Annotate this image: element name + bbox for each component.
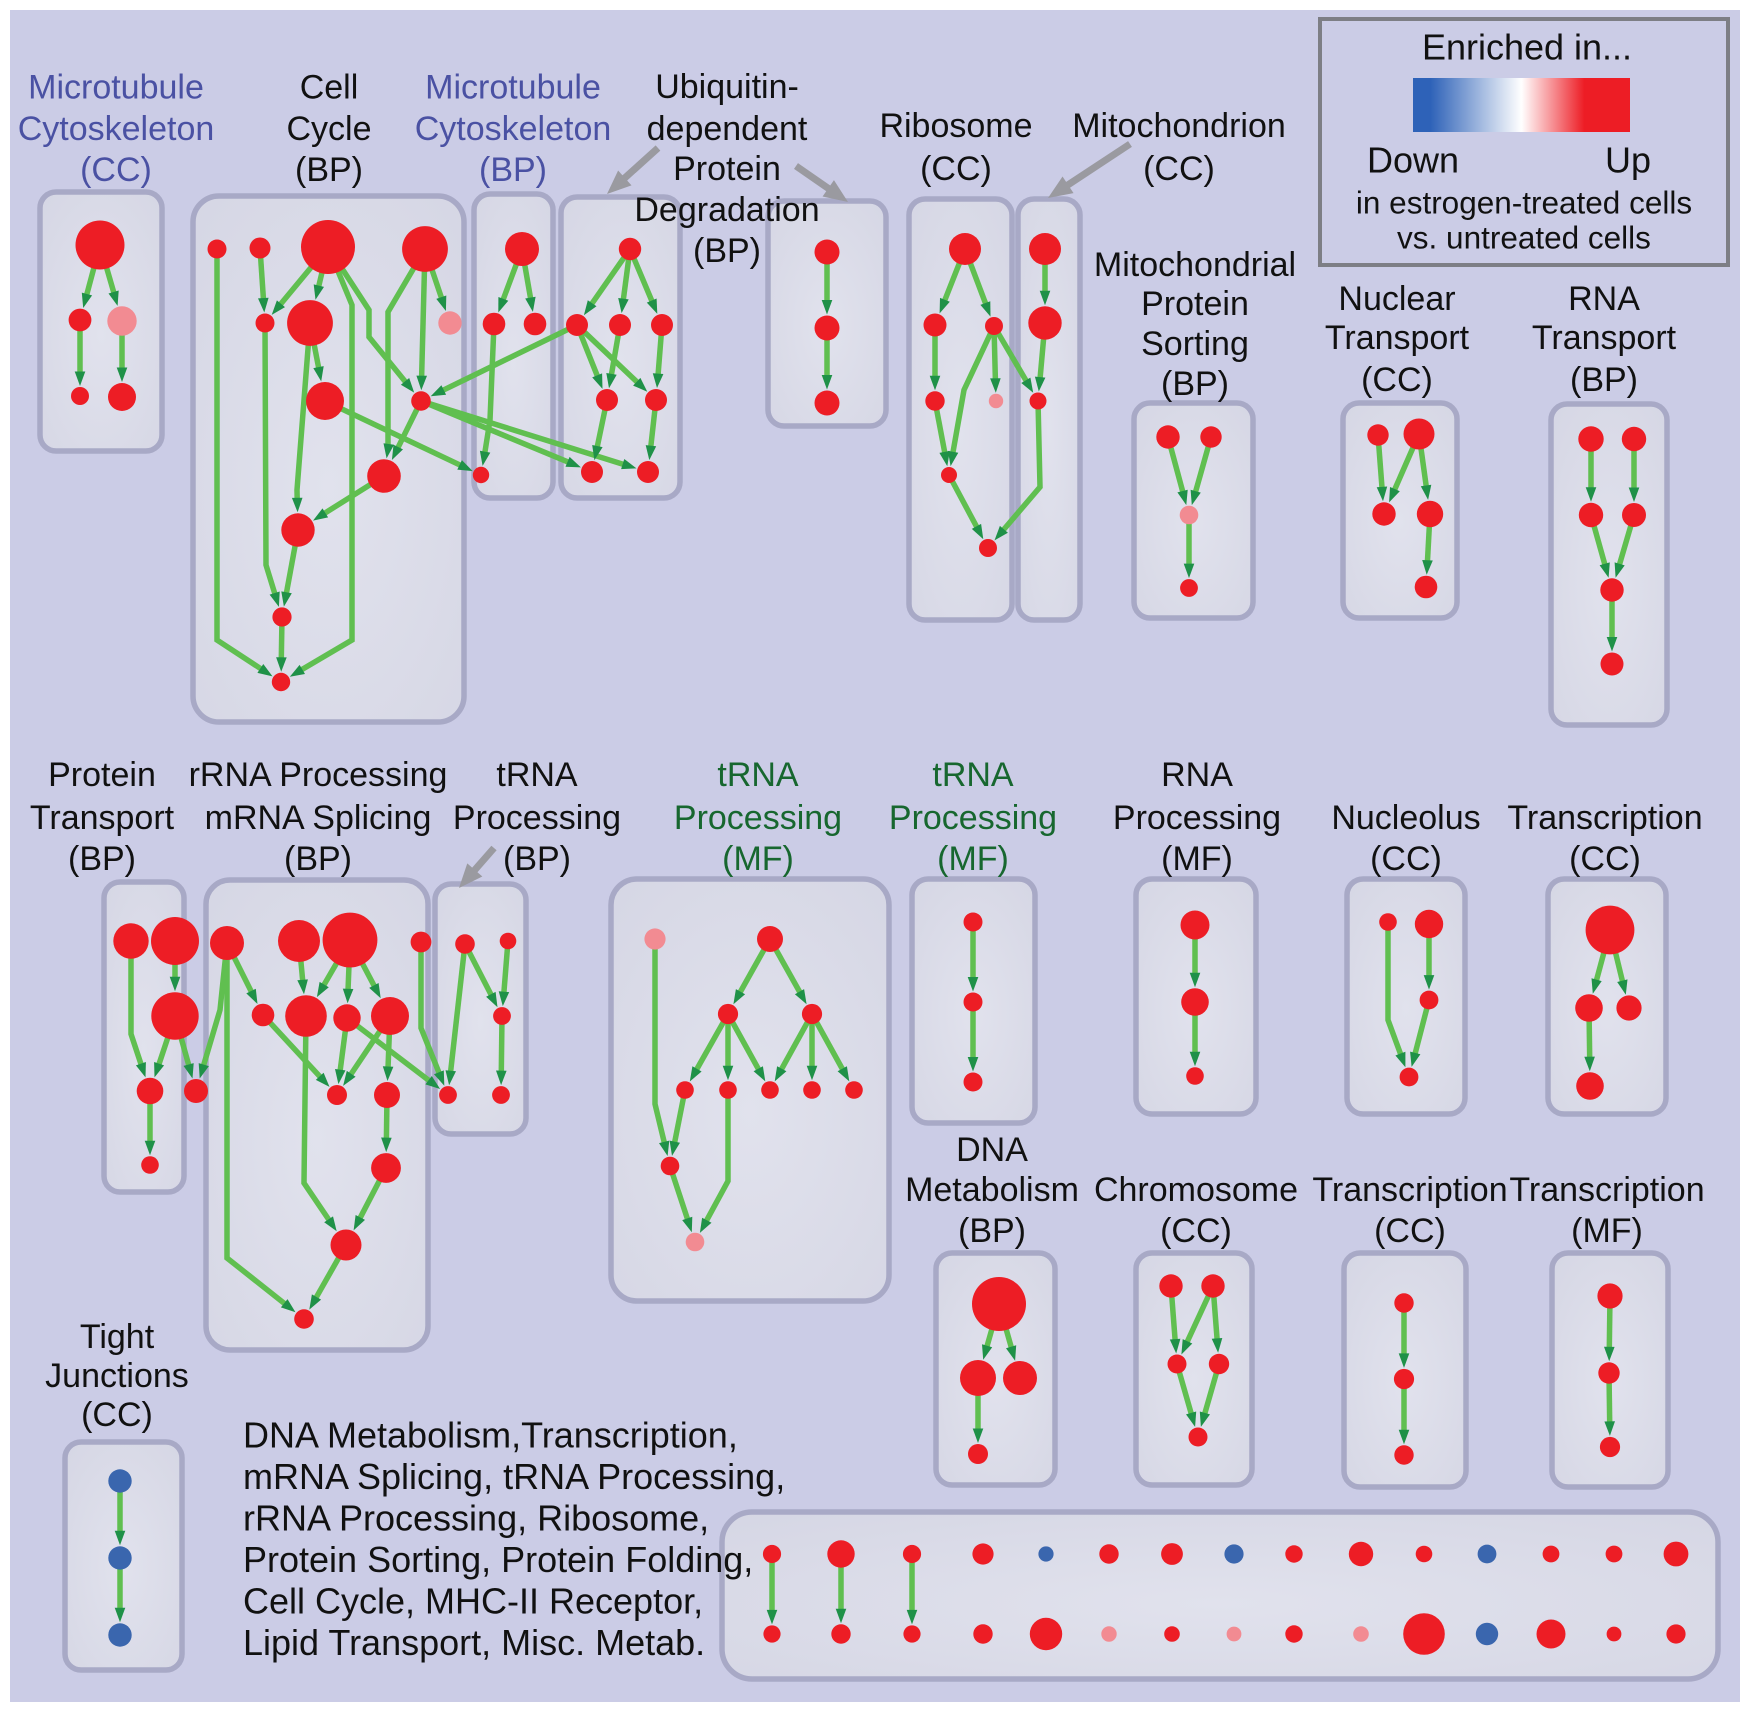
svg-text:(BP): (BP) (503, 840, 571, 878)
svg-text:(CC): (CC) (920, 150, 992, 188)
svg-text:(CC): (CC) (1143, 150, 1215, 188)
svg-text:vs. untreated cells: vs. untreated cells (1397, 219, 1651, 255)
svg-text:(MF): (MF) (937, 840, 1009, 878)
svg-text:(CC): (CC) (81, 1396, 153, 1434)
svg-text:Protein: Protein (1141, 285, 1249, 323)
svg-text:(CC): (CC) (80, 151, 152, 189)
svg-text:(CC): (CC) (1374, 1212, 1446, 1250)
svg-text:Down: Down (1367, 140, 1459, 181)
svg-text:Cycle: Cycle (286, 110, 371, 148)
svg-text:Ribosome: Ribosome (879, 107, 1032, 145)
svg-text:RNA: RNA (1161, 756, 1233, 794)
svg-text:Ubiquitin-: Ubiquitin- (655, 68, 799, 106)
svg-text:Cell: Cell (300, 68, 359, 106)
svg-text:Transport: Transport (30, 799, 175, 837)
svg-text:(MF): (MF) (722, 840, 794, 878)
svg-text:Sorting: Sorting (1141, 325, 1249, 363)
svg-text:mRNA Splicing, tRNA Processing: mRNA Splicing, tRNA Processing, (243, 1456, 785, 1497)
svg-text:(CC): (CC) (1569, 840, 1641, 878)
svg-text:Nucleolus: Nucleolus (1331, 799, 1480, 837)
svg-text:Degradation: Degradation (634, 191, 819, 229)
svg-text:Cytoskeleton: Cytoskeleton (415, 110, 612, 148)
svg-text:Mitochondrial: Mitochondrial (1094, 246, 1296, 284)
svg-text:Metabolism: Metabolism (905, 1171, 1079, 1209)
svg-text:(CC): (CC) (1160, 1212, 1232, 1250)
svg-text:(BP): (BP) (958, 1212, 1026, 1250)
svg-text:(BP): (BP) (284, 840, 352, 878)
svg-text:Enriched in...: Enriched in... (1422, 27, 1632, 68)
svg-text:Tight: Tight (80, 1318, 155, 1356)
svg-text:(MF): (MF) (1161, 840, 1233, 878)
svg-text:(BP): (BP) (693, 232, 761, 270)
svg-text:Protein: Protein (48, 756, 156, 794)
svg-text:Processing: Processing (1113, 799, 1281, 837)
svg-text:DNA Metabolism,Transcription,: DNA Metabolism,Transcription, (243, 1415, 738, 1456)
svg-text:dependent: dependent (647, 110, 808, 148)
svg-text:Transcription: Transcription (1312, 1171, 1507, 1209)
svg-text:(BP): (BP) (295, 151, 363, 189)
svg-text:(BP): (BP) (1161, 365, 1229, 403)
svg-text:rRNA Processing, Ribosome,: rRNA Processing, Ribosome, (243, 1498, 709, 1539)
svg-text:(CC): (CC) (1370, 840, 1442, 878)
svg-text:Mitochondrion: Mitochondrion (1072, 107, 1286, 145)
svg-text:tRNA: tRNA (717, 756, 799, 794)
svg-text:RNA: RNA (1568, 280, 1640, 318)
svg-text:Microtubule: Microtubule (425, 68, 601, 106)
svg-text:Processing: Processing (453, 799, 621, 837)
svg-text:Processing: Processing (674, 799, 842, 837)
svg-text:Lipid Transport, Misc. Metab.: Lipid Transport, Misc. Metab. (243, 1622, 705, 1663)
svg-text:Microtubule: Microtubule (28, 68, 204, 106)
svg-text:in estrogen-treated cells: in estrogen-treated cells (1356, 184, 1692, 220)
svg-text:Transcription: Transcription (1509, 1171, 1704, 1209)
svg-text:tRNA: tRNA (932, 756, 1014, 794)
svg-text:Protein: Protein (673, 150, 781, 188)
svg-text:Processing: Processing (889, 799, 1057, 837)
svg-text:(BP): (BP) (1570, 361, 1638, 399)
svg-text:(CC): (CC) (1361, 361, 1433, 399)
svg-text:Cell Cycle, MHC-II Receptor,: Cell Cycle, MHC-II Receptor, (243, 1581, 703, 1622)
svg-text:Transcription: Transcription (1507, 799, 1702, 837)
svg-text:Transport: Transport (1325, 319, 1470, 357)
svg-text:Nuclear: Nuclear (1338, 280, 1455, 318)
svg-text:DNA: DNA (956, 1131, 1028, 1169)
svg-text:mRNA Splicing: mRNA Splicing (205, 799, 432, 837)
svg-text:(BP): (BP) (68, 840, 136, 878)
svg-text:tRNA: tRNA (496, 756, 578, 794)
svg-text:Cytoskeleton: Cytoskeleton (18, 110, 215, 148)
svg-text:Up: Up (1605, 140, 1651, 181)
svg-text:Chromosome: Chromosome (1094, 1171, 1298, 1209)
svg-text:Protein Sorting, Protein Foldi: Protein Sorting, Protein Folding, (243, 1539, 753, 1580)
svg-text:(MF): (MF) (1571, 1212, 1643, 1250)
svg-text:Junctions: Junctions (45, 1357, 189, 1395)
svg-text:(BP): (BP) (479, 151, 547, 189)
svg-text:Transport: Transport (1532, 319, 1677, 357)
svg-text:rRNA Processing: rRNA Processing (189, 756, 448, 794)
